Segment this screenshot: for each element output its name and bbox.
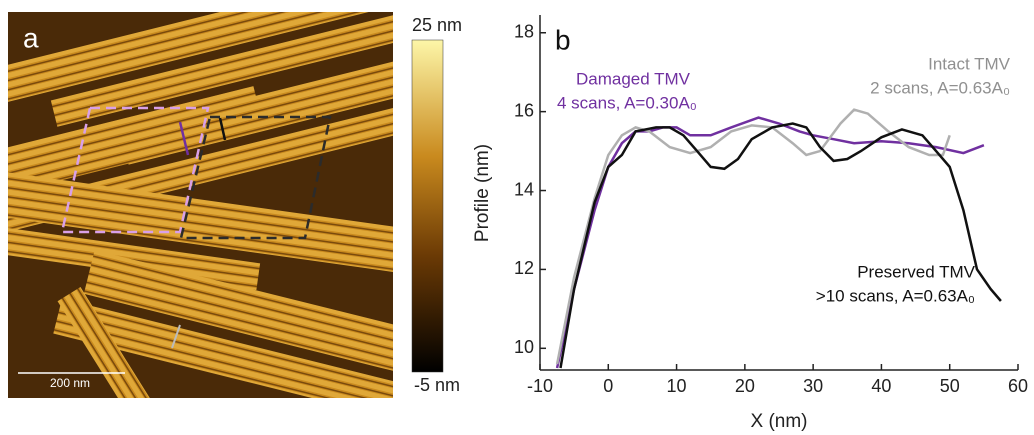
x-tick-label: -10: [527, 376, 553, 396]
colorbar: [411, 39, 444, 373]
annotation: Intact TMV: [928, 54, 1011, 73]
scale-bar-label: 200 nm: [50, 376, 90, 390]
colorbar-min: -5 nm: [414, 375, 460, 395]
x-tick-label: 30: [803, 376, 823, 396]
y-tick-label: 12: [514, 258, 534, 278]
afm-image: [8, 12, 393, 398]
annotation: 2 scans, A=0.63A₀: [870, 78, 1010, 97]
x-tick-label: 0: [603, 376, 613, 396]
x-axis-title: X (nm): [751, 411, 808, 432]
annotation: 4 scans, A=0.30A₀: [557, 93, 697, 112]
panel-label: b: [555, 24, 571, 55]
profile-line: [555, 116, 985, 369]
profile-line: [559, 122, 1002, 369]
annotation: Preserved TMV: [857, 262, 975, 281]
y-tick-label: 18: [514, 22, 534, 42]
profile-line: [555, 108, 951, 365]
x-tick-label: 60: [1008, 376, 1028, 396]
y-tick-label: 16: [514, 100, 534, 120]
x-tick-label: 50: [940, 376, 960, 396]
x-tick-label: 10: [667, 376, 687, 396]
x-tick-label: 20: [735, 376, 755, 396]
y-tick-label: 10: [514, 337, 534, 357]
y-axis-title: Profile (nm): [472, 144, 493, 242]
y-tick-label: 14: [514, 179, 534, 199]
colorbar-max: 25 nm: [412, 15, 462, 35]
annotation: >10 scans, A=0.63A₀: [816, 286, 975, 305]
x-tick-label: 40: [871, 376, 891, 396]
annotation: Damaged TMV: [576, 69, 691, 88]
panel-label: a: [23, 22, 39, 53]
